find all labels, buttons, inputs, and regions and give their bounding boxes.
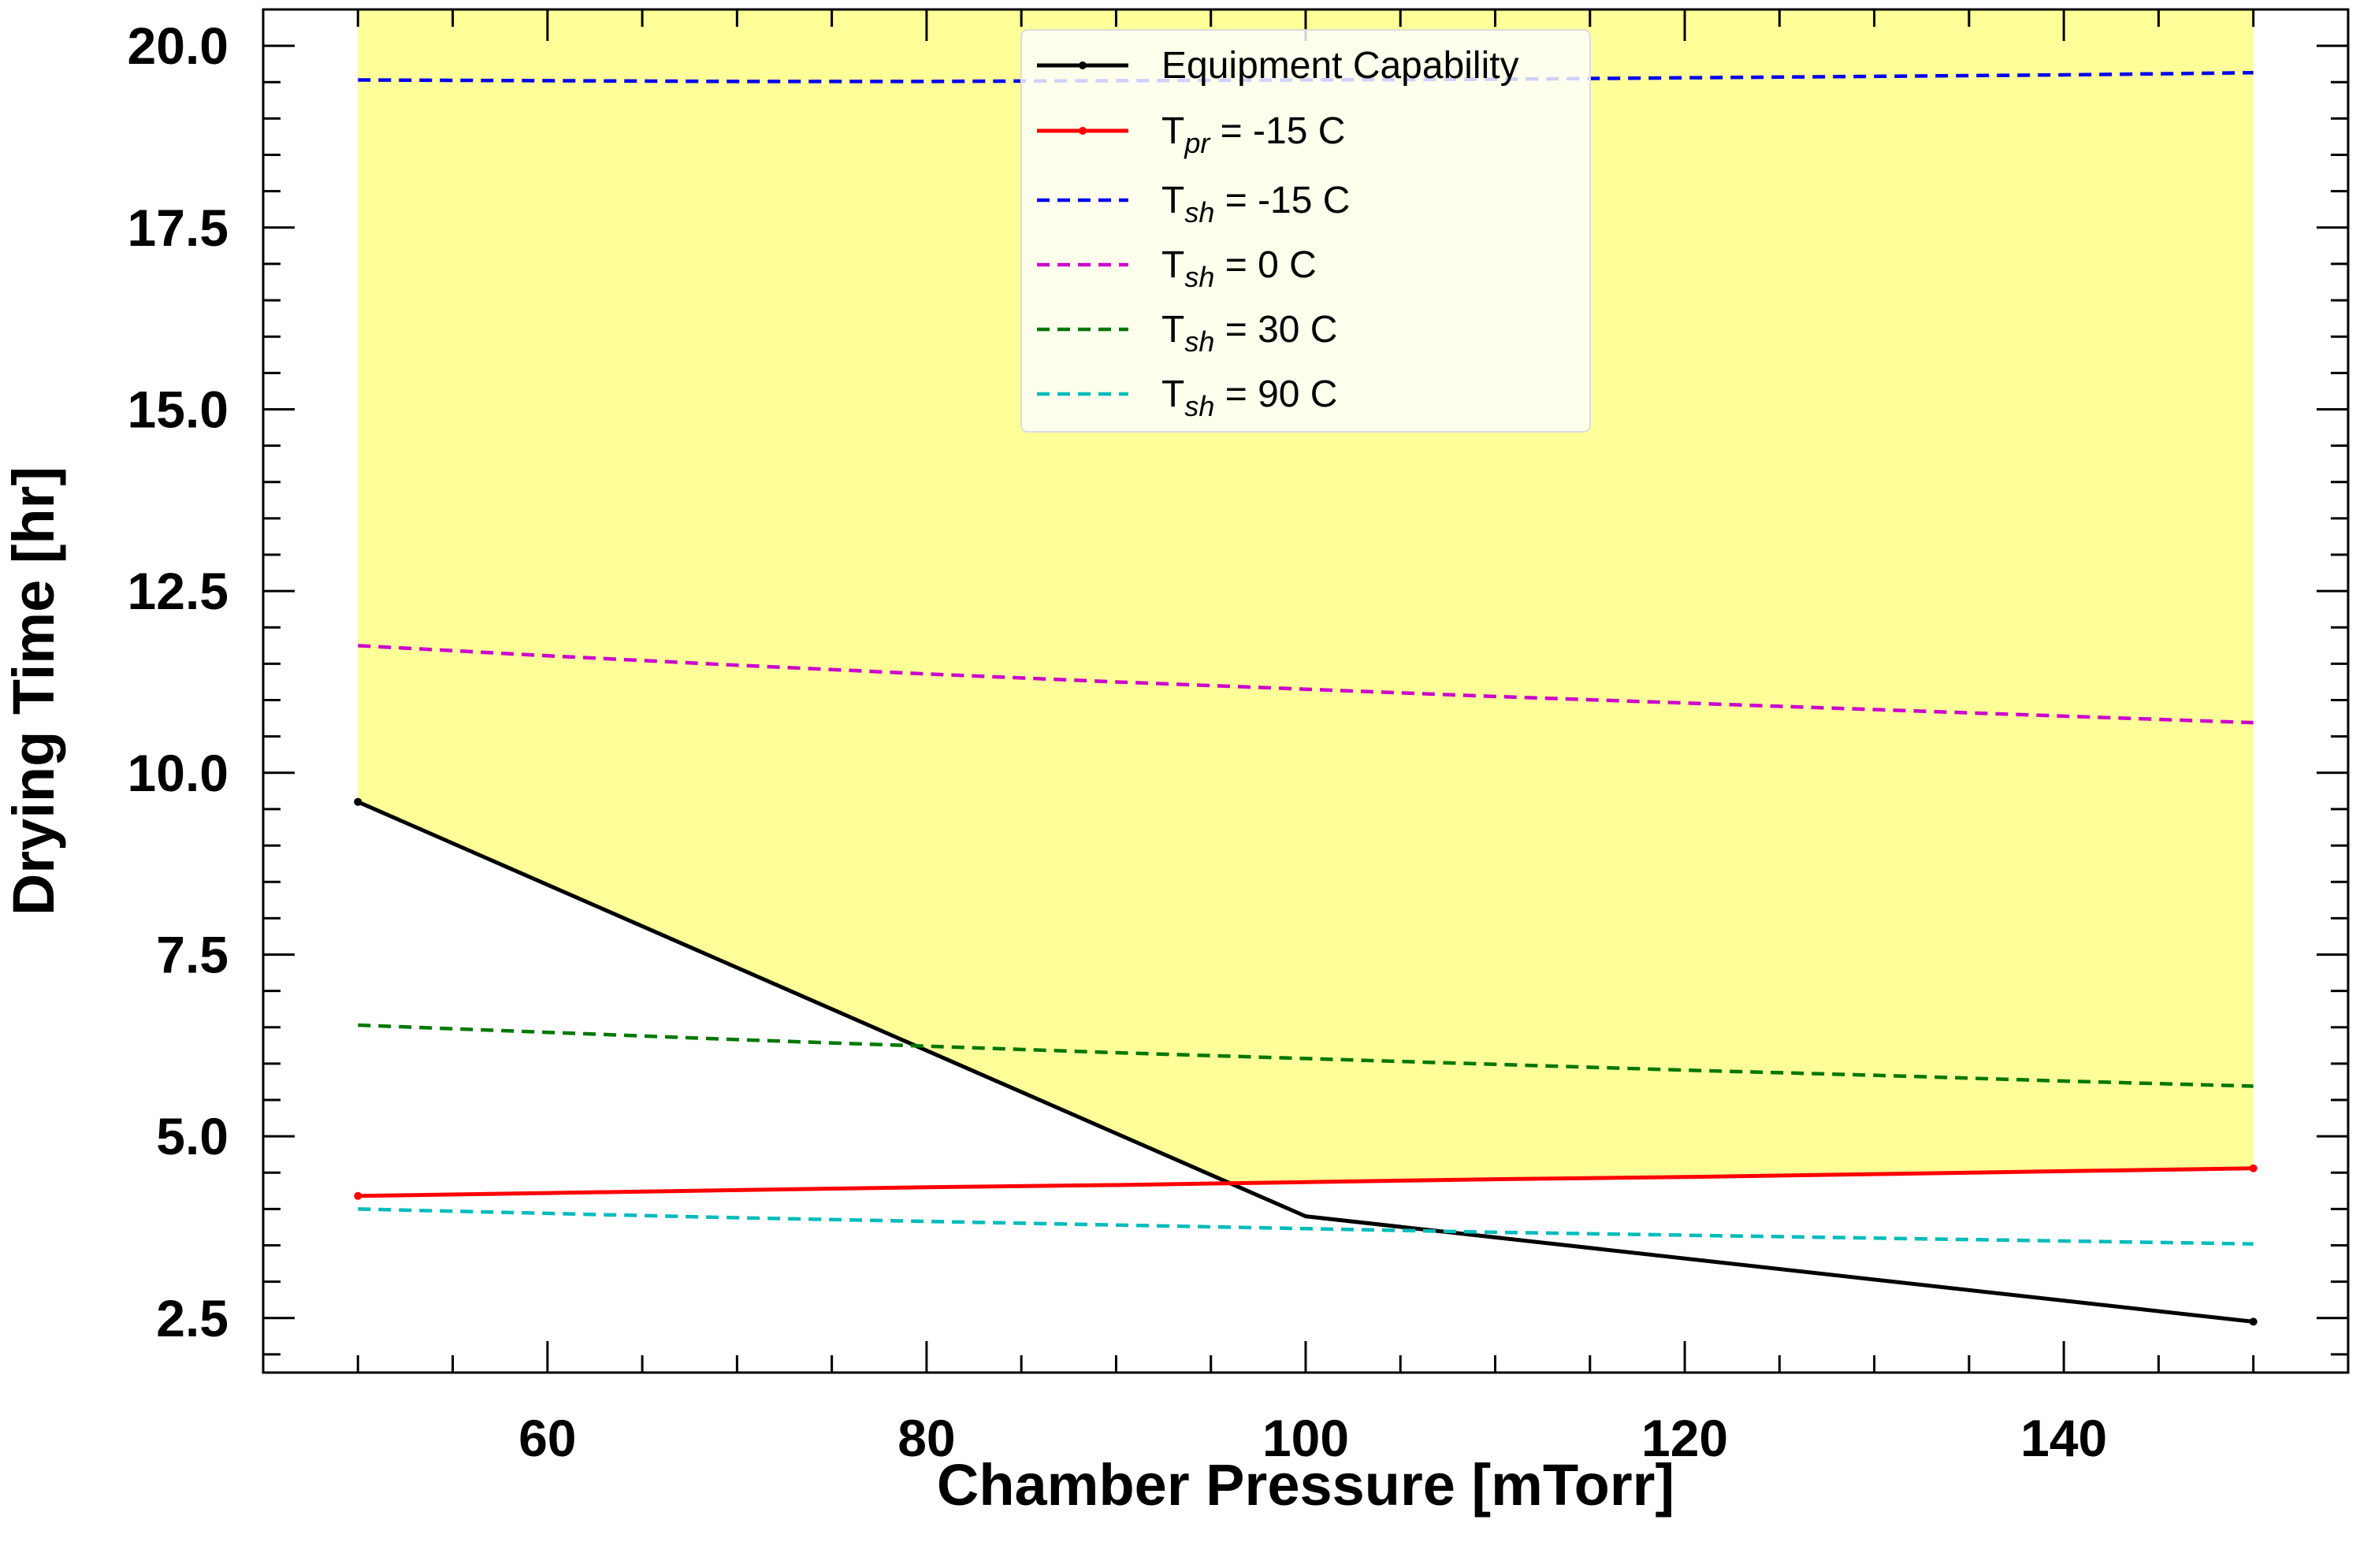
x-tick-label: 120 [1641, 1409, 1728, 1467]
y-tick-label: 7.5 [156, 925, 229, 983]
series-1-marker [2249, 1164, 2258, 1172]
x-axis-title: Chamber Pressure [mTorr] [937, 1452, 1674, 1518]
x-ticks: 60 80 100 120 140 [356, 9, 2255, 1467]
y-tick-label: 2.5 [156, 1289, 229, 1347]
series-layer [354, 71, 2258, 1326]
series-line-5 [358, 1207, 2254, 1246]
y-tick-label: 15.0 [128, 380, 229, 438]
y-ticks: 2.5 5.0 7.5 10.0 12.5 15.0 17.5 20.0 [128, 8, 2348, 1356]
series-line-1 [358, 1166, 2254, 1198]
y-tick-label: 17.5 [128, 199, 229, 257]
series-0-marker [354, 797, 362, 806]
series-line-4 [358, 1023, 2254, 1088]
y-tick-label: 10.0 [128, 744, 229, 802]
x-tick-label: 60 [518, 1409, 576, 1467]
legend-label-3: Tsh = 0 C [1161, 244, 1317, 293]
legend-marker-1 [1079, 127, 1087, 135]
legend-label-4: Tsh = 30 C [1161, 309, 1337, 358]
x-tick-label: 100 [1262, 1409, 1349, 1467]
legend-items: Equipment Capability Tpr = -15 C Tsh = -15… [1037, 45, 1519, 422]
legend-label-0: Equipment Capability [1161, 45, 1519, 87]
legend-label-1: Tpr = -15 C [1161, 110, 1345, 159]
series-1-marker [354, 1191, 362, 1200]
y-axis-title: Drying Time [hr] [1, 466, 66, 916]
legend: Equipment Capability Tpr = -15 C Tsh = -15… [1020, 29, 1591, 433]
series-0-marker [2249, 1317, 2258, 1326]
x-tick-label: 140 [2020, 1409, 2107, 1467]
y-tick-label: 5.0 [156, 1107, 229, 1165]
design-space-region [358, 9, 2254, 1184]
x-tick-label: 80 [897, 1409, 955, 1467]
legend-label-5: Tsh = 90 C [1161, 373, 1337, 422]
series-line-0 [357, 800, 2254, 1324]
legend-box [1020, 29, 1591, 433]
legend-marker-0 [1079, 61, 1087, 69]
legend-label-2: Tsh = -15 C [1161, 180, 1350, 229]
y-tick-label: 12.5 [128, 562, 229, 620]
y-tick-label: 20.0 [128, 17, 229, 75]
series-line-3 [358, 644, 2254, 725]
shaded-region-layer [358, 9, 2254, 1184]
